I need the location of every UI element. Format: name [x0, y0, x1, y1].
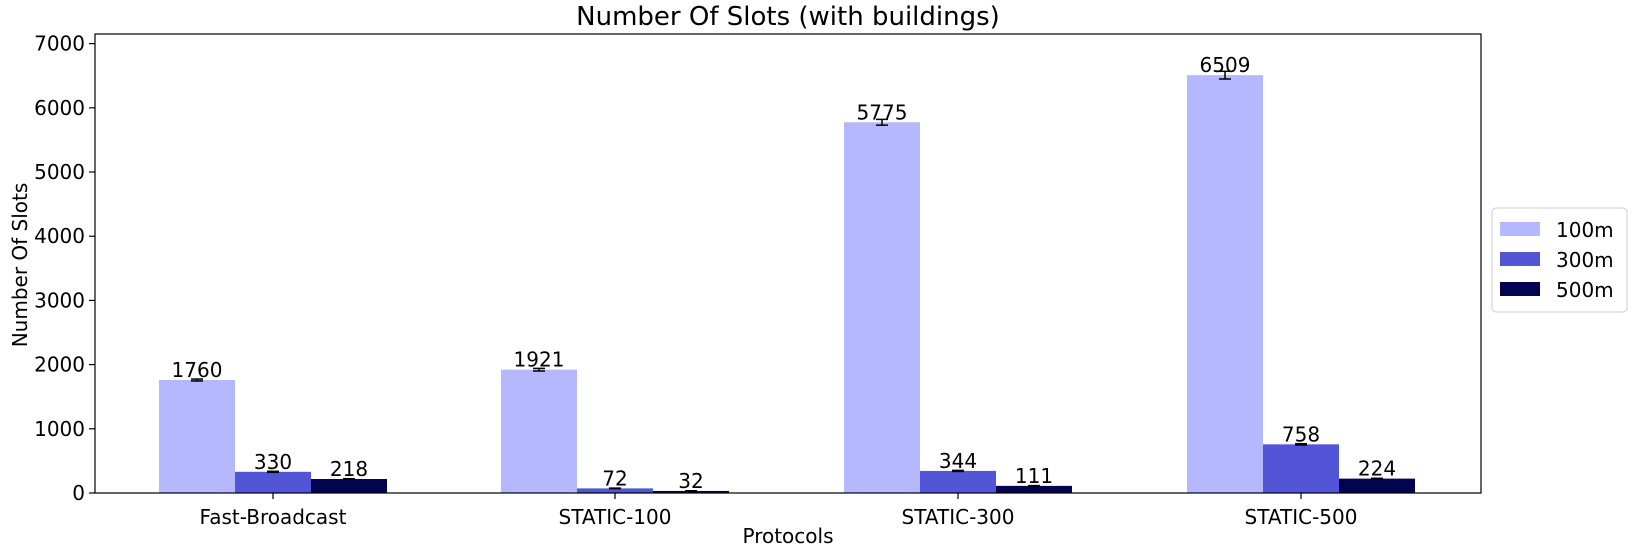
bar-value-label: 344 — [939, 449, 977, 473]
bar — [1339, 478, 1415, 493]
y-tick-label: 2000 — [34, 353, 85, 377]
data-labels: 1760 330 218 1921 72 32 5775 344 111 6509 758 224 — [172, 53, 1397, 493]
y-tick-label: 4000 — [34, 224, 85, 248]
y-tick-label: 6000 — [34, 96, 85, 120]
x-axis-label: Protocols — [742, 524, 833, 546]
bars — [159, 75, 1415, 494]
bar — [844, 122, 920, 494]
bar-value-label: 218 — [330, 457, 368, 481]
legend-swatch — [1500, 282, 1540, 296]
bar-value-label: 5775 — [857, 100, 908, 124]
x-tick-label: STATIC-300 — [902, 505, 1015, 529]
legend-swatch — [1500, 222, 1540, 236]
bar — [920, 470, 996, 493]
bar — [311, 479, 387, 493]
x-tick-label: STATIC-500 — [1245, 505, 1358, 529]
y-tick-label: 5000 — [34, 160, 85, 184]
bar-value-label: 1760 — [172, 358, 223, 382]
legend-label: 300m — [1556, 248, 1614, 272]
bar — [996, 485, 1072, 493]
bar — [159, 380, 235, 493]
bar-value-label: 72 — [602, 466, 627, 490]
bar-value-label: 6509 — [1200, 53, 1251, 77]
x-tick-label: Fast-Broadcast — [200, 505, 347, 529]
y-tick-label: 7000 — [34, 32, 85, 56]
legend-swatch — [1500, 252, 1540, 266]
chart-title: Number Of Slots (with buildings) — [576, 2, 1000, 32]
bar — [235, 471, 311, 493]
legend: 100m 300m 500m — [1491, 207, 1628, 313]
error-bars — [191, 70, 1383, 492]
bar-value-label: 1921 — [514, 348, 565, 372]
bar — [501, 369, 577, 493]
y-axis-label: Number Of Slots — [8, 183, 32, 348]
y-tick-label: 0 — [72, 481, 85, 505]
bar-value-label: 32 — [678, 469, 703, 493]
bar — [1263, 444, 1339, 493]
bar-value-label: 330 — [254, 450, 292, 474]
y-tick-label: 3000 — [34, 288, 85, 312]
legend-label: 500m — [1556, 278, 1614, 302]
bar-value-label: 111 — [1015, 464, 1053, 488]
x-tick-label: STATIC-100 — [559, 505, 672, 529]
plot-frame — [94, 33, 1482, 494]
bar-value-label: 758 — [1282, 422, 1320, 446]
y-axis-ticks: 0 1000 2000 3000 4000 5000 6000 7000 — [34, 32, 95, 505]
bar — [577, 488, 653, 493]
bar-value-label: 224 — [1358, 457, 1396, 481]
y-tick-label: 1000 — [34, 417, 85, 441]
x-axis-ticks: Fast-Broadcast STATIC-100 STATIC-300 STATIC… — [200, 493, 1358, 529]
legend-label: 100m — [1556, 218, 1614, 242]
bar — [653, 490, 729, 493]
bar — [1187, 75, 1263, 494]
